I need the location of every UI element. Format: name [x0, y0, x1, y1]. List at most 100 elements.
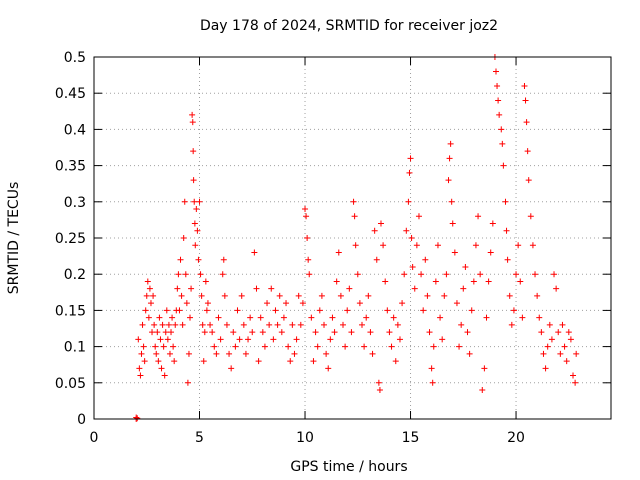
- data-point: [428, 365, 435, 372]
- data-point: [358, 321, 365, 328]
- data-point: [340, 321, 347, 328]
- data-point: [310, 358, 317, 365]
- data-point: [197, 271, 204, 278]
- y-tick-label: 0.15: [55, 303, 86, 319]
- data-point: [565, 329, 572, 336]
- data-point: [494, 82, 501, 89]
- data-point: [504, 256, 511, 263]
- data-point: [557, 350, 564, 357]
- data-point: [285, 343, 292, 350]
- data-point: [411, 285, 418, 292]
- data-point: [157, 336, 164, 343]
- data-point: [137, 372, 144, 379]
- data-point: [191, 198, 198, 205]
- data-point: [220, 256, 227, 263]
- data-point: [247, 314, 254, 321]
- data-point: [396, 336, 403, 343]
- data-point: [215, 314, 222, 321]
- grid-lines: [94, 57, 611, 419]
- data-point: [255, 358, 262, 365]
- data-point: [226, 350, 233, 357]
- data-point: [164, 336, 171, 343]
- data-point: [200, 358, 207, 365]
- data-point: [156, 314, 163, 321]
- data-point: [280, 314, 287, 321]
- data-point: [401, 271, 408, 278]
- data-point: [477, 271, 484, 278]
- data-point: [483, 314, 490, 321]
- data-point: [139, 321, 146, 328]
- data-point: [331, 329, 338, 336]
- data-point: [219, 271, 226, 278]
- y-tick-label: 0.1: [64, 340, 86, 356]
- y-tick-label: 0: [77, 412, 86, 428]
- data-point: [174, 285, 181, 292]
- data-point: [390, 314, 397, 321]
- data-point: [278, 329, 285, 336]
- data-point: [534, 292, 541, 299]
- data-point: [153, 350, 160, 357]
- data-point: [388, 343, 395, 350]
- data-point: [519, 314, 526, 321]
- data-point: [335, 249, 342, 256]
- data-point: [468, 307, 475, 314]
- data-point: [544, 343, 551, 350]
- data-point: [190, 148, 197, 155]
- data-point: [168, 329, 175, 336]
- data-point: [462, 263, 469, 270]
- data-point: [399, 300, 406, 307]
- data-point: [466, 350, 473, 357]
- data-point: [487, 249, 494, 256]
- data-point: [155, 358, 162, 365]
- data-point: [187, 314, 194, 321]
- data-point: [308, 314, 315, 321]
- data-point: [184, 379, 191, 386]
- data-point: [460, 285, 467, 292]
- y-tick-label: 0.2: [64, 267, 86, 283]
- data-point: [327, 336, 334, 343]
- y-tick-label: 0.4: [64, 122, 86, 138]
- data-point: [559, 321, 566, 328]
- data-point: [134, 415, 141, 422]
- data-point: [178, 292, 185, 299]
- data-point: [508, 321, 515, 328]
- data-point: [146, 285, 153, 292]
- data-point: [177, 256, 184, 263]
- data-point: [437, 314, 444, 321]
- data-point: [176, 307, 183, 314]
- data-point: [163, 307, 170, 314]
- y-tick-label: 0.05: [55, 376, 86, 392]
- data-point: [386, 329, 393, 336]
- data-point: [145, 314, 152, 321]
- data-point: [204, 300, 211, 307]
- data-point: [305, 256, 312, 263]
- data-point: [203, 307, 210, 314]
- data-point: [430, 343, 437, 350]
- data-point: [365, 292, 372, 299]
- data-point: [240, 321, 247, 328]
- data-point: [424, 292, 431, 299]
- data-point: [293, 336, 300, 343]
- data-point: [245, 336, 252, 343]
- data-point: [502, 198, 509, 205]
- data-point: [377, 220, 384, 227]
- data-point: [217, 336, 224, 343]
- data-point: [261, 343, 268, 350]
- data-point: [492, 68, 499, 75]
- data-point: [439, 336, 446, 343]
- data-point: [188, 285, 195, 292]
- data-point: [175, 271, 182, 278]
- data-point: [182, 271, 189, 278]
- data-point: [408, 235, 415, 241]
- data-point: [316, 307, 323, 314]
- data-point: [540, 350, 547, 357]
- data-point: [354, 271, 361, 278]
- data-point: [325, 365, 332, 372]
- data-point: [159, 321, 166, 328]
- data-point: [274, 321, 281, 328]
- data-point: [199, 321, 206, 328]
- data-point: [418, 271, 425, 278]
- y-tick-label: 0.5: [64, 50, 86, 66]
- x-axis-label: GPS time / hours: [290, 459, 407, 475]
